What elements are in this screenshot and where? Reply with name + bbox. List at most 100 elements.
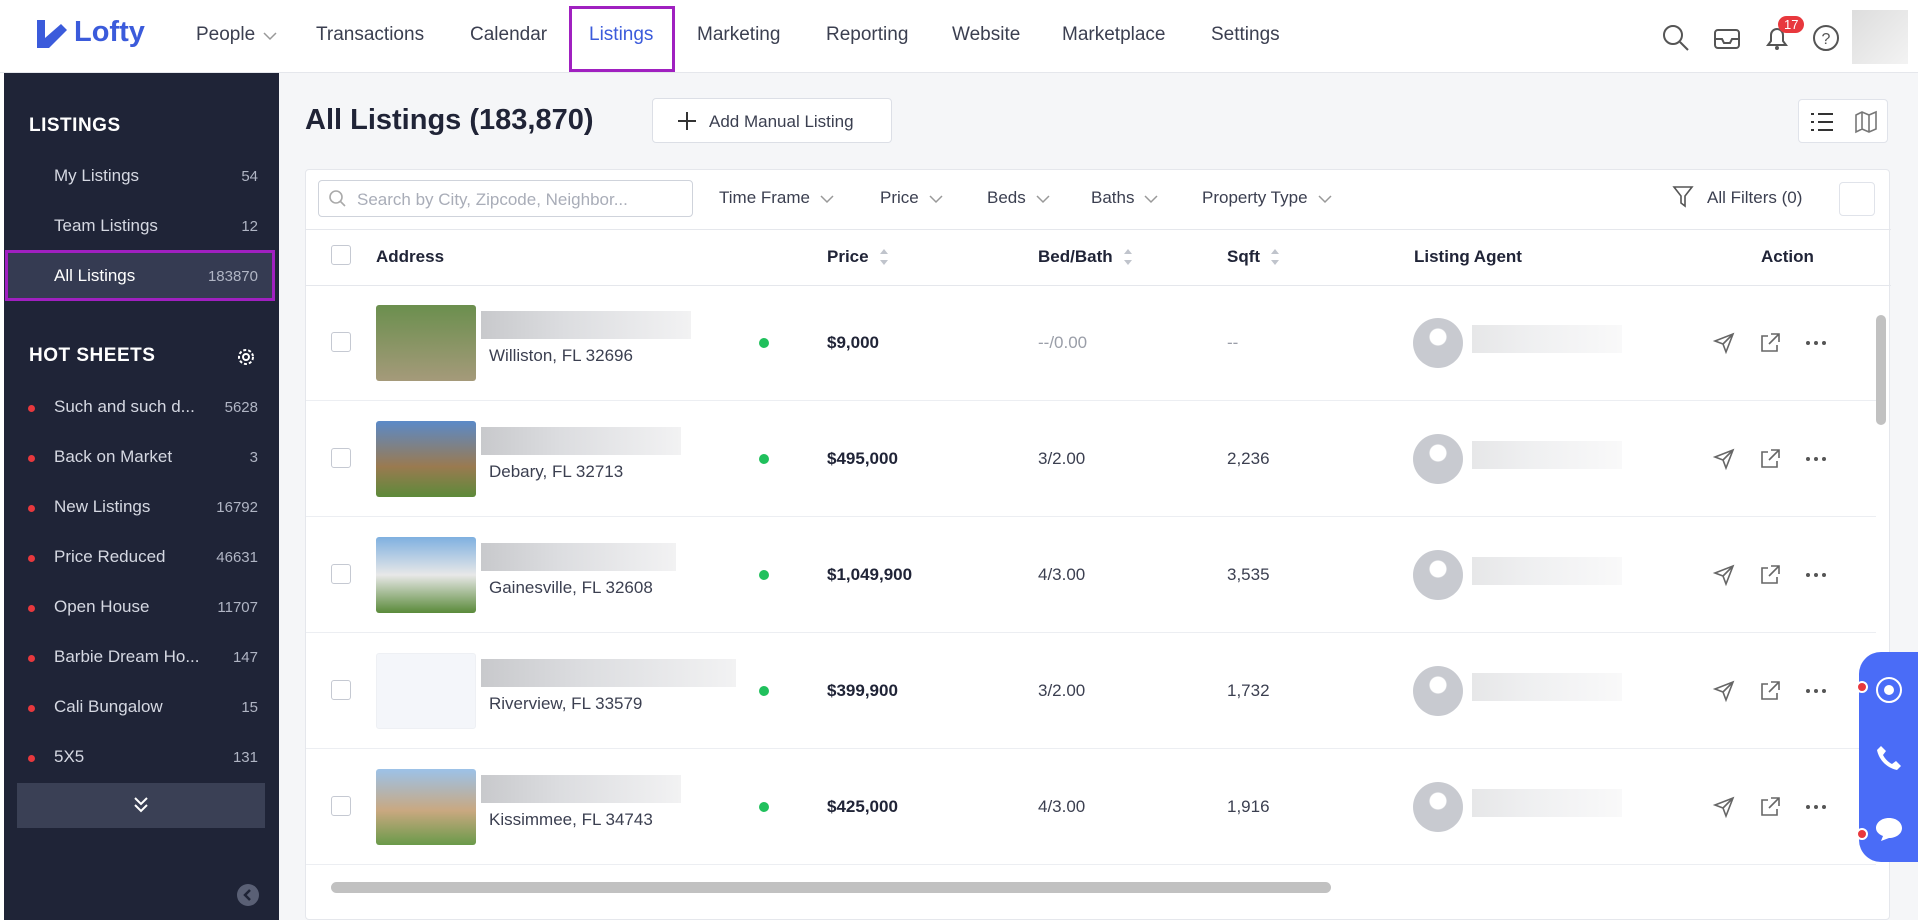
agent-avatar [1413,782,1463,832]
hot-dot [28,755,35,762]
share-icon[interactable] [1759,680,1781,702]
bed-bath: 3/2.00 [1038,681,1086,700]
column-header: Sqft [1227,247,1261,266]
send-icon[interactable] [1712,680,1735,703]
share-icon[interactable] [1759,448,1781,470]
vertical-scrollbar[interactable] [1876,295,1886,825]
send-icon[interactable] [1712,564,1735,587]
bell-icon[interactable] [1763,24,1791,52]
row-checkbox[interactable] [331,448,351,468]
hot-sheet-item[interactable]: 5X5 [54,747,85,766]
search-icon[interactable] [1662,24,1690,52]
hot-sheet-item[interactable]: Price Reduced [54,547,166,566]
agent-avatar [1413,318,1463,368]
help-icon[interactable]: ? [1812,24,1840,52]
save-button[interactable] [1839,182,1875,216]
phone-icon[interactable] [1875,744,1903,772]
bed-bath: --/0.00 [1038,333,1088,352]
send-icon[interactable] [1712,332,1735,355]
listing-photo [376,537,476,613]
search-box[interactable]: Search by City, Zipcode, Neighbor... [318,180,693,217]
row-checkbox[interactable] [331,680,351,700]
filter-dropdown[interactable]: Beds [987,188,1026,207]
chat-icon[interactable] [1875,816,1903,842]
row-checkbox[interactable] [331,564,351,584]
status-dot [759,802,769,812]
column-header: Action [1761,247,1814,266]
share-icon[interactable] [1759,564,1781,586]
hot-sheet-item[interactable]: Open House [54,597,150,616]
row-checkbox[interactable] [331,332,351,352]
hot-sheet-item[interactable]: Barbie Dream Ho... [54,647,200,666]
map-view-icon[interactable] [1855,110,1877,134]
more-icon[interactable] [1805,796,1827,818]
assistant-icon[interactable] [1875,676,1903,704]
logo-icon [37,20,67,48]
nav-item[interactable]: Settings [1211,24,1280,45]
send-icon[interactable] [1712,448,1735,471]
listing-row[interactable]: Kissimmee, FL 34743 $425,000 4/3.00 1,916 [306,749,1876,865]
sort-icon[interactable] [1270,246,1280,268]
more-icon[interactable] [1805,680,1827,702]
more-icon[interactable] [1805,564,1827,586]
listing-row[interactable]: Gainesville, FL 32608 $1,049,900 4/3.00 3,5… [306,517,1876,633]
hot-dot [28,605,35,612]
nav-item[interactable]: Calendar [470,24,548,45]
nav-item[interactable]: Website [952,24,1021,45]
share-icon[interactable] [1759,332,1781,354]
address-redacted [481,543,676,571]
settings-icon[interactable] [235,346,257,368]
filter-dropdown[interactable]: Time Frame [719,188,810,207]
chevron-icon [1144,195,1158,204]
view-toggle[interactable] [1798,99,1888,143]
hot-sheet-item[interactable]: New Listings [54,497,151,516]
more-icon[interactable] [1805,448,1827,470]
inbox-icon[interactable] [1713,24,1741,52]
nav-item[interactable]: Marketing [697,24,781,45]
agent-avatar [1413,550,1463,600]
hot-sheet-count: 131 [232,749,258,766]
all-filters[interactable]: All Filters (0) [1707,188,1803,207]
expand-button[interactable] [17,783,265,828]
list-view-icon[interactable] [1811,112,1833,132]
sidebar-item[interactable]: All Listings [54,266,136,285]
scroll-thumb[interactable] [1876,315,1886,425]
sqft: 3,535 [1227,565,1270,584]
hot-sheet-count: 16792 [216,499,258,516]
nav-item[interactable]: Listings [589,24,654,45]
nav-item[interactable]: Reporting [826,24,909,45]
avatar[interactable] [1852,10,1908,64]
row-checkbox[interactable] [331,796,351,816]
share-icon[interactable] [1759,796,1781,818]
filter-dropdown[interactable]: Property Type [1202,188,1308,207]
more-icon[interactable] [1805,332,1827,354]
nav-item[interactable]: Marketplace [1062,24,1166,45]
hot-sheet-count: 11707 [217,599,258,616]
send-icon[interactable] [1712,796,1735,819]
sort-icon[interactable] [1123,246,1133,268]
alert-dot [1856,828,1868,840]
select-all-checkbox[interactable] [331,245,351,265]
collapse-button[interactable] [236,883,260,907]
brand: Lofty [74,16,145,48]
nav-item[interactable]: Transactions [316,24,425,45]
add-button[interactable]: Add Manual Listing [652,98,892,143]
search-placeholder: Search by City, Zipcode, Neighbor... [357,190,628,209]
listing-row[interactable]: Debary, FL 32713 $495,000 3/2.00 2,236 [306,401,1876,517]
status-dot [759,570,769,580]
sort-icon[interactable] [879,246,889,268]
hot-sheet-item[interactable]: Such and such d... [54,397,195,416]
nav-item[interactable]: People [196,24,256,45]
listing-row[interactable]: Williston, FL 32696 $9,000 --/0.00 -- [306,285,1876,401]
filter-dropdown[interactable]: Price [880,188,919,207]
filter-dropdown[interactable]: Baths [1091,188,1135,207]
sidebar-item[interactable]: My Listings [54,166,140,185]
hot-sheet-item[interactable]: Cali Bungalow [54,697,163,716]
address-redacted [481,659,736,687]
agent-redacted [1472,557,1622,585]
hot-dot [28,505,35,512]
listing-row[interactable]: Riverview, FL 33579 $399,900 3/2.00 1,732 [306,633,1876,749]
sidebar-item[interactable]: Team Listings [54,216,158,235]
horizontal-scrollbar[interactable] [331,882,1331,893]
hot-sheet-item[interactable]: Back on Market [54,447,173,466]
